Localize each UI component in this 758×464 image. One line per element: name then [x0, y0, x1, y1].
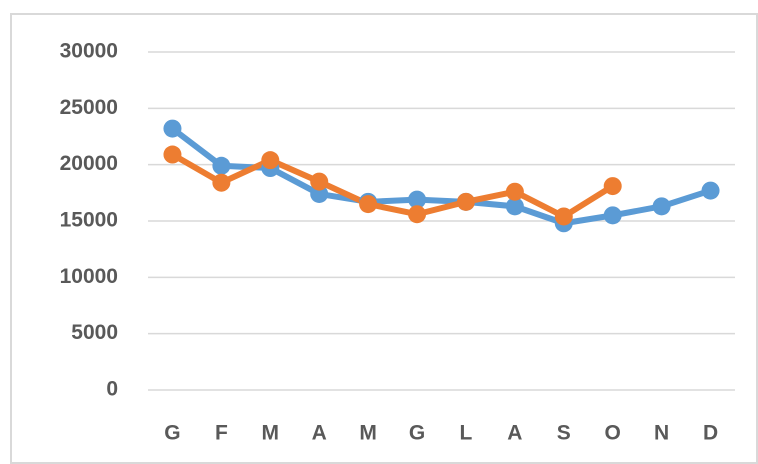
- x-tick-label: A: [507, 422, 522, 445]
- x-tick-label: N: [654, 422, 669, 445]
- x-tick-label: G: [409, 422, 425, 445]
- data-point: [456, 192, 475, 211]
- data-point: [603, 177, 622, 196]
- x-tick-label: G: [164, 422, 180, 445]
- data-point: [212, 156, 231, 175]
- y-tick-label: 5000: [71, 321, 118, 344]
- data-point: [603, 206, 622, 225]
- x-tick-label: A: [312, 422, 327, 445]
- data-point: [212, 173, 231, 192]
- x-tick-label: M: [262, 422, 280, 445]
- data-point: [554, 207, 573, 226]
- x-tick-label: O: [605, 422, 621, 445]
- data-point: [310, 184, 329, 203]
- x-tick-label: S: [557, 422, 571, 445]
- series-line: [170, 151, 615, 220]
- data-point: [359, 195, 378, 214]
- data-point: [505, 182, 524, 201]
- data-point: [505, 197, 524, 216]
- data-point: [652, 197, 671, 216]
- x-tick-label: F: [215, 422, 228, 445]
- data-point: [408, 205, 427, 224]
- y-tick-label: 0: [106, 378, 118, 401]
- y-tick-label: 10000: [60, 265, 118, 288]
- x-tick-label: M: [359, 422, 377, 445]
- data-point: [261, 151, 280, 170]
- x-tick-label: D: [703, 422, 718, 445]
- y-tick-label: 30000: [60, 40, 118, 63]
- data-point: [163, 145, 182, 164]
- data-point: [408, 190, 427, 209]
- data-point: [163, 119, 182, 138]
- data-point: [701, 181, 720, 200]
- chart-border: [10, 13, 758, 464]
- x-tick-label: L: [460, 422, 473, 445]
- data-point: [310, 172, 329, 191]
- y-tick-label: 25000: [60, 96, 118, 119]
- y-tick-label: 20000: [60, 152, 118, 175]
- y-tick-label: 15000: [60, 209, 118, 232]
